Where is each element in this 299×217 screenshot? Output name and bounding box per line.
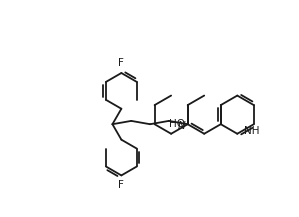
Text: F: F	[118, 58, 124, 68]
Text: F: F	[118, 180, 124, 190]
Text: HO: HO	[169, 119, 185, 129]
Text: N: N	[177, 121, 185, 131]
Text: NH: NH	[244, 126, 260, 136]
